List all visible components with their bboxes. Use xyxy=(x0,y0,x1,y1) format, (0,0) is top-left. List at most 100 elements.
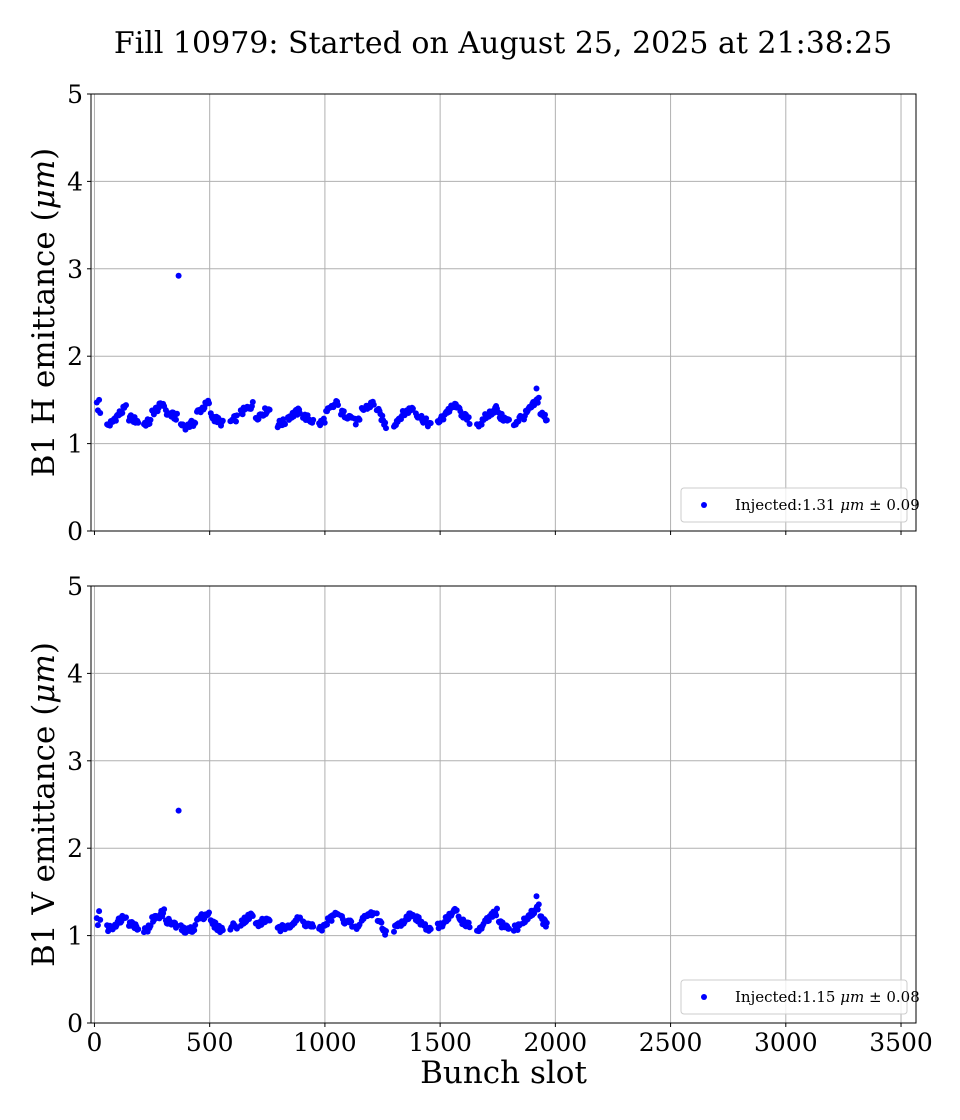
data-point xyxy=(135,926,142,933)
data-point xyxy=(506,416,512,423)
legend-box xyxy=(680,487,908,523)
data-point xyxy=(147,416,154,423)
data-point xyxy=(123,914,129,921)
data-point xyxy=(112,417,119,424)
data-point xyxy=(427,926,434,933)
data-point xyxy=(97,410,104,416)
data-point xyxy=(465,414,472,421)
data-point xyxy=(352,421,359,428)
legend-box xyxy=(680,979,908,1015)
plot-frame xyxy=(90,93,917,532)
data-point xyxy=(135,419,142,426)
data-point xyxy=(123,402,129,409)
data-point xyxy=(382,419,389,426)
legend: Injected:1.15 μm ± 0.08 xyxy=(680,979,920,1015)
y-tick-label: 5 xyxy=(67,572,83,601)
data-point xyxy=(534,906,541,913)
data-point xyxy=(440,416,447,423)
data-point xyxy=(282,421,288,428)
y-tick-label: 0 xyxy=(67,1009,83,1038)
data-point xyxy=(192,922,199,928)
x-tick-label: 2500 xyxy=(639,1028,703,1057)
data-point xyxy=(373,910,380,917)
data-point xyxy=(191,927,198,934)
x-tick-label: 3500 xyxy=(869,1028,933,1057)
data-point xyxy=(310,416,317,423)
data-point xyxy=(249,913,256,919)
data-point xyxy=(535,901,542,908)
x-tick-label: 1000 xyxy=(293,1028,357,1057)
x-tick-label: 1500 xyxy=(408,1028,472,1057)
data-point xyxy=(383,928,389,934)
data-point xyxy=(97,916,104,923)
data-point xyxy=(175,272,182,279)
data-point xyxy=(266,406,273,413)
data-point xyxy=(378,919,385,926)
data-point xyxy=(96,908,103,915)
y-tick-label: 3 xyxy=(67,747,83,776)
data-point xyxy=(542,411,548,418)
data-point xyxy=(453,907,460,914)
data-point xyxy=(233,418,239,425)
data-point xyxy=(423,415,430,422)
y-axis-label: B1 V emittance (μm) xyxy=(26,642,62,967)
data-point xyxy=(174,410,180,417)
data-point xyxy=(119,410,126,416)
data-point xyxy=(533,893,540,900)
y-tick-label: 2 xyxy=(67,834,83,863)
y-tick-label: 4 xyxy=(67,659,83,688)
data-point xyxy=(534,399,541,406)
x-axis-label: Bunch slot xyxy=(420,1055,587,1091)
y-tick-label: 1 xyxy=(67,922,83,951)
data-point xyxy=(465,919,472,926)
data-point xyxy=(494,905,500,912)
data-point xyxy=(161,906,168,913)
data-point xyxy=(206,400,212,407)
legend-label: Injected:1.31 μm ± 0.09 xyxy=(735,496,920,514)
x-tick-label: 500 xyxy=(186,1028,234,1057)
legend-label: Injected:1.15 μm ± 0.08 xyxy=(735,988,920,1006)
data-point xyxy=(192,420,199,426)
legend-marker xyxy=(701,502,707,508)
data-point xyxy=(514,927,521,933)
data-point xyxy=(310,923,317,930)
legend-marker xyxy=(701,994,707,1000)
data-point xyxy=(543,919,550,926)
data-point xyxy=(206,909,212,916)
data-point xyxy=(173,416,179,423)
data-point xyxy=(409,405,416,412)
data-point xyxy=(478,421,485,428)
data-point xyxy=(297,410,303,417)
data-point xyxy=(94,922,101,929)
data-point xyxy=(175,807,182,814)
data-point xyxy=(493,912,500,919)
y-tick-label: 3 xyxy=(67,255,83,284)
data-point xyxy=(370,401,377,408)
panel-v-emittance: 0 500 1000 1500 2000 2500 3000 3500 0 1 2 3 4 5 B1 V e… xyxy=(26,572,933,1091)
data-point xyxy=(543,417,550,424)
y-tick-label: 4 xyxy=(67,167,83,196)
data-point xyxy=(356,416,363,423)
x-tick-label: 2000 xyxy=(524,1028,588,1057)
data-point xyxy=(249,399,256,405)
y-tick-label: 2 xyxy=(67,342,83,371)
data-point xyxy=(535,394,542,401)
figure-title: Fill 10979: Started on August 25, 2025 a… xyxy=(114,26,892,61)
data-point xyxy=(466,421,473,427)
y-axis-label: B1 H emittance (μm) xyxy=(26,148,62,478)
data-point xyxy=(379,412,386,419)
data-point xyxy=(266,917,273,924)
y-tick-label: 5 xyxy=(67,80,83,109)
data-point xyxy=(340,408,347,415)
data-point xyxy=(506,925,512,932)
x-tick-label: 0 xyxy=(87,1028,103,1057)
data-point xyxy=(219,927,226,934)
data-point xyxy=(427,420,434,427)
legend: Injected:1.31 μm ± 0.09 xyxy=(680,487,920,523)
plot-frame xyxy=(90,585,917,1024)
data-point xyxy=(383,425,389,432)
y-tick-label: 0 xyxy=(67,517,83,546)
data-point xyxy=(328,917,335,924)
data-point xyxy=(348,918,355,925)
